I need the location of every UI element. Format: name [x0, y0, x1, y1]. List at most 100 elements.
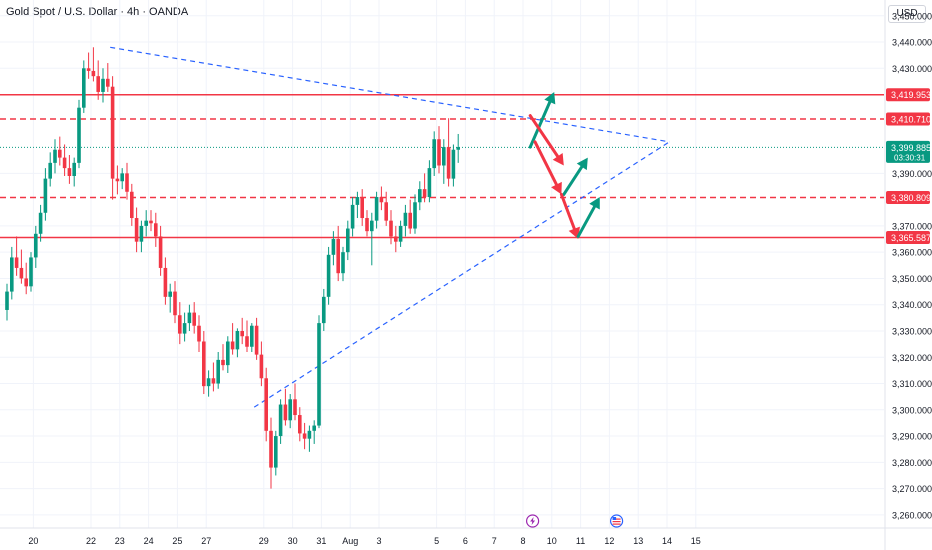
price-axis: 3,450.000 3,440.000 3,430.000 3,390.000 3,37… [886, 11, 932, 520]
x-tick-label: 3 [376, 536, 381, 546]
candle-body [53, 149, 57, 163]
candle-body [370, 220, 374, 232]
candle-body [274, 436, 278, 468]
candle-body [125, 173, 129, 192]
candle-body [307, 430, 312, 439]
candle-body [365, 218, 369, 232]
y-tick-label: 3,450.000 [892, 11, 932, 21]
y-tick-label: 3,390.000 [892, 169, 932, 179]
candle-body [302, 433, 307, 439]
x-tick-label: 24 [144, 536, 154, 546]
candle-body [216, 359, 220, 384]
trend-line [110, 46, 670, 143]
candle-body [398, 225, 403, 242]
y-tick-label: 3,340.000 [892, 300, 932, 310]
candle-body [77, 107, 81, 163]
arrow-head [552, 153, 564, 166]
candle-body [451, 149, 456, 179]
x-tick-label: 7 [492, 536, 497, 546]
y-tick-label: 3,270.000 [892, 484, 932, 494]
candle-body [259, 354, 264, 379]
candle-body [403, 212, 408, 226]
x-tick-label: 11 [576, 536, 585, 546]
candle-body [446, 147, 451, 179]
y-tick-label: 3,320.000 [892, 353, 932, 363]
candle-body [158, 236, 163, 268]
candle-body [173, 291, 177, 316]
x-tick-label: 30 [288, 536, 298, 546]
candle-body [144, 220, 148, 226]
candles [5, 47, 460, 489]
candle-body [182, 323, 187, 334]
candle-body [168, 291, 172, 297]
trend-lines [110, 46, 670, 408]
candle-body [58, 149, 62, 158]
y-tick-label: 3,330.000 [892, 326, 932, 336]
arrow-head [544, 91, 556, 105]
x-tick-label: 20 [28, 536, 38, 546]
price-label: 3,380.809 [891, 193, 931, 203]
y-tick-label: 3,430.000 [892, 64, 932, 74]
candle-body [134, 218, 139, 242]
candle-body [293, 399, 297, 416]
candle-body [278, 404, 283, 437]
candle-body [288, 399, 292, 421]
candle-body [322, 296, 326, 324]
arrow-head [576, 157, 588, 171]
candle-body [115, 178, 120, 182]
x-tick-label: 8 [520, 536, 525, 546]
x-tick-label: 13 [633, 536, 643, 546]
time-axis: 20 22 23 24 25 27 29 30 31 Aug 3 5 6 7 8 10 11 12 13 14 15 [28, 536, 700, 546]
candle-body [355, 197, 360, 205]
candle-body [101, 78, 105, 92]
price-label-badge [886, 231, 930, 245]
candle-body [10, 257, 14, 292]
y-tick-label: 3,260.000 [892, 510, 932, 520]
candle-body [422, 189, 427, 198]
candle-body [226, 341, 230, 366]
trend-line [253, 141, 670, 408]
candle-body [360, 197, 364, 219]
candle-body [394, 236, 398, 242]
candle-body [264, 378, 268, 431]
arrow-head [551, 181, 562, 195]
candle-body [245, 336, 249, 347]
price-label-badge [886, 140, 930, 163]
arrow-up-icon [576, 205, 597, 238]
candle-body [202, 341, 206, 387]
arrow-down-icon [533, 140, 558, 187]
candle-body [48, 162, 52, 179]
candle-body [413, 202, 417, 229]
chart-title: Gold Spot / U.S. Dollar · 4h · OANDA [6, 6, 189, 18]
candle-body [96, 76, 100, 92]
y-tick-label: 3,370.000 [892, 221, 932, 231]
y-tick-label: 3,300.000 [892, 405, 932, 415]
candle-body [197, 325, 201, 342]
candle-body [29, 257, 33, 287]
candle-body [408, 212, 412, 229]
arrow-down-icon [528, 114, 560, 158]
candle-body [192, 312, 196, 326]
x-tick-label: 12 [604, 536, 614, 546]
candle-body [283, 404, 288, 421]
candle-body [34, 233, 38, 258]
candle-body [442, 147, 446, 166]
candle-body [19, 267, 24, 279]
y-tick-label: 3,310.000 [892, 379, 932, 389]
candle-body [72, 162, 76, 176]
candle-body [250, 325, 254, 347]
candle-body [437, 139, 441, 166]
candle-body [240, 330, 244, 337]
price-label: 3,419.953 [891, 90, 931, 100]
candle-body [149, 220, 153, 224]
x-tick-label: 10 [547, 536, 557, 546]
candle-body [269, 430, 273, 468]
candle-body [5, 291, 9, 310]
candle-body [456, 147, 460, 150]
x-tick-label: 27 [201, 536, 211, 546]
currency-button[interactable]: USD [888, 5, 926, 23]
candle-body [106, 78, 110, 87]
candle-body [82, 68, 86, 108]
candle-body [221, 359, 225, 366]
